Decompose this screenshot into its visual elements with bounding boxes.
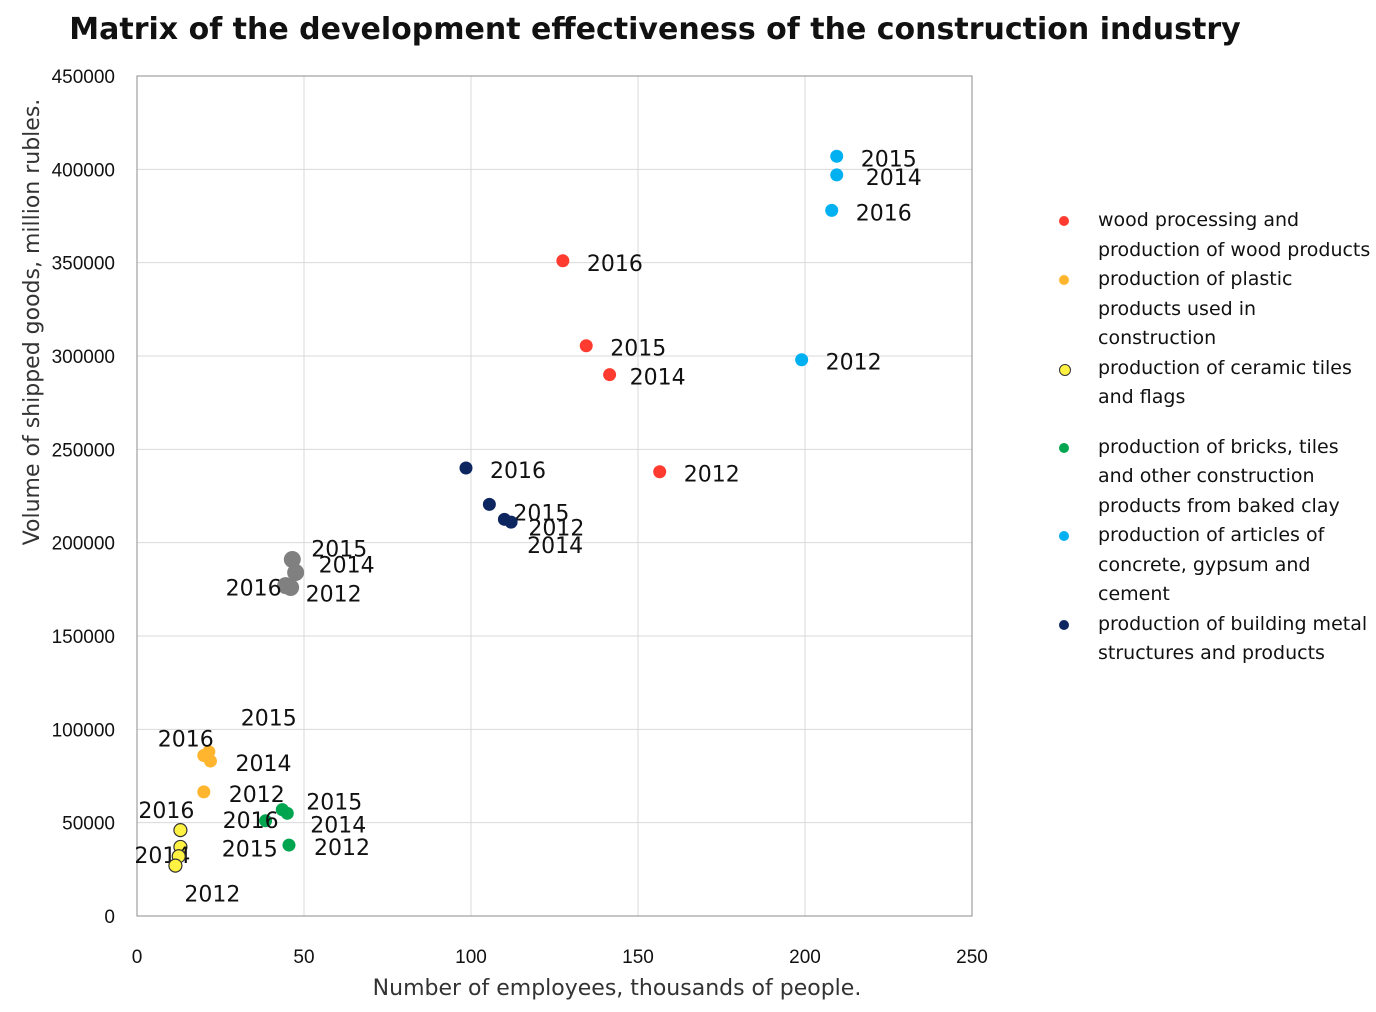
point-label: 2012 (684, 463, 740, 488)
point-label: 2015 (306, 791, 362, 816)
legend-label: production of ceramic tiles and flags (1098, 356, 1352, 409)
x-tick-label: 0 (132, 947, 143, 968)
point-label: 2016 (223, 809, 279, 834)
data-point (825, 203, 839, 217)
point-label: 2012 (229, 783, 285, 808)
legend-item: production of building metal structures … (1052, 610, 1372, 669)
y-axis-label: Volume of shipped goods, million rubles. (20, 99, 45, 546)
legend-label: production of building metal structures … (1098, 612, 1368, 665)
point-label: 2016 (138, 799, 194, 824)
legend-marker (1059, 442, 1069, 453)
point-label: 2012 (826, 351, 882, 376)
data-point (168, 858, 183, 873)
data-point (556, 254, 570, 268)
series-points: 2015 2016 2014 2012 (158, 707, 297, 808)
data-point (482, 497, 496, 511)
legend-item: wood processing and production of wood p… (1052, 206, 1372, 265)
point-label: 2014 (319, 554, 375, 579)
data-points: 2016201520142012201520162014201220162014… (134, 147, 921, 907)
data-point (283, 550, 301, 568)
x-tick-label: 100 (455, 947, 487, 968)
y-tick-label: 0 (104, 907, 115, 928)
data-point (603, 368, 617, 382)
legend-marker (1059, 619, 1069, 630)
legend-item: production of ceramic tiles and flags (1052, 354, 1372, 413)
legend-label: production of plastic products used in c… (1098, 268, 1293, 349)
data-point (282, 578, 300, 596)
point-label: 2014 (235, 752, 291, 777)
data-point (579, 339, 593, 353)
x-tick-label: 50 (293, 947, 314, 968)
data-point (459, 461, 473, 475)
legend-marker (1059, 216, 1069, 226)
plot-area (136, 75, 973, 917)
y-tick-label: 350000 (52, 254, 115, 275)
y-tick-label: 100000 (52, 720, 115, 741)
x-tick-label: 150 (622, 947, 654, 968)
legend-marker (1059, 275, 1069, 285)
y-tick-label: 300000 (52, 347, 115, 368)
legend-marker (1059, 531, 1069, 541)
point-label: 2015 (222, 837, 278, 862)
data-point (197, 785, 211, 799)
point-label: 2016 (856, 201, 912, 226)
data-point (280, 806, 294, 820)
point-label: 2012 (528, 516, 584, 541)
legend-item: production of bricks, tiles and other co… (1052, 433, 1372, 522)
x-axis-label: Number of employees, thousands of people… (373, 976, 862, 1001)
point-label: 2014 (630, 366, 686, 391)
data-point (282, 838, 296, 852)
point-label: 2012 (306, 582, 362, 607)
data-point (830, 168, 844, 182)
point-label: 2016 (158, 727, 214, 752)
x-tick-label: 200 (789, 947, 821, 968)
y-tick-label: 150000 (52, 627, 115, 648)
point-label: 2015 (861, 147, 917, 172)
x-axis-ticks: 0 50 100 150 200 250 (132, 947, 988, 968)
point-label: 2016 (490, 459, 546, 484)
legend-label: production of articles of concrete, gyps… (1098, 524, 1325, 605)
y-tick-label: 450000 (52, 67, 115, 88)
y-axis-ticks: 0 50000 100000 150000 200000 250000 300000 3500… (52, 67, 115, 928)
legend-label: wood processing and production of wood p… (1098, 209, 1371, 261)
point-label: 2015 (513, 501, 569, 526)
legend-marker (1059, 363, 1071, 376)
y-tick-label: 200000 (52, 534, 115, 555)
legend-item: production of articles of concrete, gyps… (1052, 521, 1372, 610)
point-label: 2014 (866, 166, 922, 191)
chart-title: Matrix of the development effectiveness … (69, 12, 1241, 47)
point-label: 2015 (610, 337, 666, 362)
point-label: 2016 (587, 252, 643, 277)
point-label: 2014 (527, 534, 583, 559)
data-point (795, 353, 809, 367)
point-label: 2015 (311, 537, 367, 562)
data-point (653, 465, 667, 479)
data-point (259, 814, 273, 828)
point-label: 2016 (226, 577, 282, 602)
data-point (504, 515, 518, 529)
legend-item: production of plastic products used in c… (1052, 265, 1372, 354)
legend-label: production of bricks, tiles and other co… (1098, 435, 1340, 517)
data-point (287, 564, 305, 582)
legend: wood processing and production of wood p… (1052, 206, 1372, 669)
data-point (203, 754, 217, 768)
data-point (173, 823, 188, 838)
y-tick-label: 400000 (52, 160, 115, 181)
y-tick-label: 50000 (62, 814, 115, 835)
x-tick-label: 250 (956, 947, 988, 968)
point-label: 2015 (241, 707, 297, 732)
point-label: 2012 (314, 836, 370, 861)
point-label: 2012 (184, 883, 240, 908)
data-point (830, 149, 844, 163)
series-points: 2016 2015 2014 2012 (556, 252, 740, 488)
y-tick-label: 250000 (52, 440, 115, 461)
point-label: 2014 (310, 813, 366, 838)
